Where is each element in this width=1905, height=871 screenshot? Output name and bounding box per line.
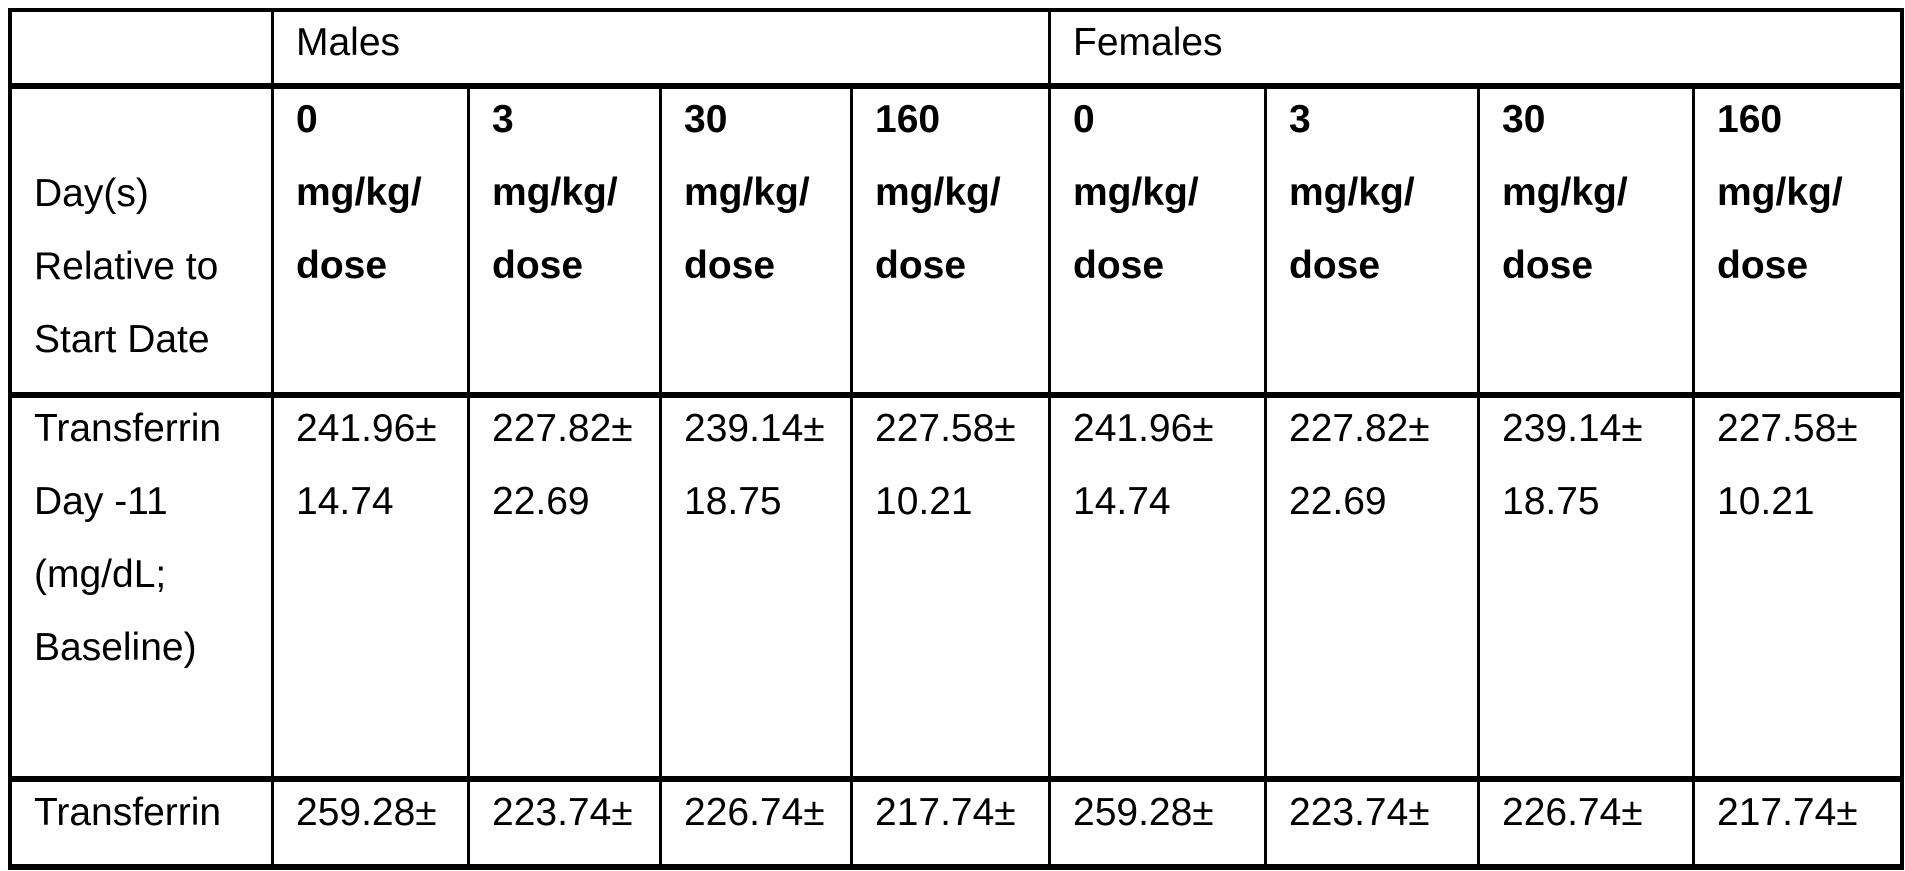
transferrin-results-table: Males Females Day(s) Relative to Start D…	[8, 8, 1904, 870]
females-group-header: Females	[1051, 12, 1900, 83]
dose-header-females-160mgkg: 160 mg/kg/ dose	[1695, 89, 1900, 392]
transferrin-value-males-3mgkg: 223.74±	[470, 782, 659, 864]
transferrin-value-females-30mgkg-text: 226.74±	[1502, 791, 1643, 834]
baseline-value-females-3mgkg-text: 227.82± 22.69	[1289, 407, 1430, 523]
transferrin-value-males-160mgkg: 217.74±	[853, 782, 1048, 864]
males-group-header: Males	[274, 12, 1048, 83]
baseline-value-males-160mgkg: 227.58± 10.21	[853, 398, 1048, 776]
dose-header-males-0mgkg-label: 0 mg/kg/ dose	[296, 98, 422, 287]
baseline-value-males-3mgkg-text: 227.82± 22.69	[492, 407, 633, 523]
transferrin-row-label-cell: Transferrin	[12, 782, 271, 864]
dose-header-males-160mgkg: 160 mg/kg/ dose	[853, 89, 1048, 392]
dose-header-females-0mgkg-label: 0 mg/kg/ dose	[1073, 98, 1199, 287]
baseline-value-males-30mgkg-text: 239.14± 18.75	[684, 407, 825, 523]
transferrin-value-males-160mgkg-text: 217.74±	[875, 791, 1016, 834]
dose-header-males-3mgkg: 3 mg/kg/ dose	[470, 89, 659, 392]
transferrin-value-males-0mgkg-text: 259.28±	[296, 791, 437, 834]
baseline-value-females-30mgkg: 239.14± 18.75	[1480, 398, 1692, 776]
males-group-header-label: Males	[296, 21, 401, 64]
transferrin-value-females-3mgkg-text: 223.74±	[1289, 791, 1430, 834]
baseline-value-males-160mgkg-text: 227.58± 10.21	[875, 407, 1016, 523]
baseline-value-females-160mgkg: 227.58± 10.21	[1695, 398, 1900, 776]
baseline-value-females-0mgkg: 241.96± 14.74	[1051, 398, 1264, 776]
baseline-value-females-160mgkg-text: 227.58± 10.21	[1717, 407, 1858, 523]
dose-header-females-0mgkg: 0 mg/kg/ dose	[1051, 89, 1264, 392]
dose-header-males-30mgkg: 30 mg/kg/ dose	[662, 89, 850, 392]
transferrin-value-females-160mgkg: 217.74±	[1695, 782, 1900, 864]
dose-header-females-30mgkg: 30 mg/kg/ dose	[1480, 89, 1692, 392]
baseline-value-females-30mgkg-text: 239.14± 18.75	[1502, 407, 1643, 523]
day-relative-to-start-date-label: Day(s) Relative to Start Date	[34, 172, 219, 361]
corner-cell	[12, 12, 271, 83]
baseline-value-males-0mgkg-text: 241.96± 14.74	[296, 407, 437, 523]
baseline-value-males-0mgkg: 241.96± 14.74	[274, 398, 467, 776]
dose-header-males-0mgkg: 0 mg/kg/ dose	[274, 89, 467, 392]
dose-header-females-160mgkg-label: 160 mg/kg/ dose	[1717, 98, 1843, 287]
transferrin-value-females-3mgkg: 223.74±	[1267, 782, 1477, 864]
transferrin-value-females-0mgkg: 259.28±	[1051, 782, 1264, 864]
baseline-value-males-30mgkg: 239.14± 18.75	[662, 398, 850, 776]
transferrin-value-males-3mgkg-text: 223.74±	[492, 791, 633, 834]
dose-header-females-30mgkg-label: 30 mg/kg/ dose	[1502, 98, 1628, 287]
dose-header-males-30mgkg-label: 30 mg/kg/ dose	[684, 98, 810, 287]
females-group-header-label: Females	[1073, 21, 1223, 64]
transferrin-value-females-160mgkg-text: 217.74±	[1717, 791, 1858, 834]
dose-header-males-3mgkg-label: 3 mg/kg/ dose	[492, 98, 618, 287]
baseline-value-females-0mgkg-text: 241.96± 14.74	[1073, 407, 1214, 523]
transferrin-row-label: Transferrin	[34, 791, 222, 834]
baseline-value-females-3mgkg: 227.82± 22.69	[1267, 398, 1477, 776]
dose-header-females-3mgkg-label: 3 mg/kg/ dose	[1289, 98, 1415, 287]
transferrin-value-males-0mgkg: 259.28±	[274, 782, 467, 864]
transferrin-value-females-30mgkg: 226.74±	[1480, 782, 1692, 864]
transferrin-baseline-row-label: Transferrin Day -11 (mg/dL; Baseline)	[34, 407, 222, 669]
day-relative-to-start-date-label-cell: Day(s) Relative to Start Date	[12, 89, 271, 392]
transferrin-baseline-row-label-cell: Transferrin Day -11 (mg/dL; Baseline)	[12, 398, 271, 776]
transferrin-value-males-30mgkg: 226.74±	[662, 782, 850, 864]
dose-header-females-3mgkg: 3 mg/kg/ dose	[1267, 89, 1477, 392]
transferrin-value-females-0mgkg-text: 259.28±	[1073, 791, 1214, 834]
baseline-value-males-3mgkg: 227.82± 22.69	[470, 398, 659, 776]
dose-header-males-160mgkg-label: 160 mg/kg/ dose	[875, 98, 1001, 287]
transferrin-value-males-30mgkg-text: 226.74±	[684, 791, 825, 834]
